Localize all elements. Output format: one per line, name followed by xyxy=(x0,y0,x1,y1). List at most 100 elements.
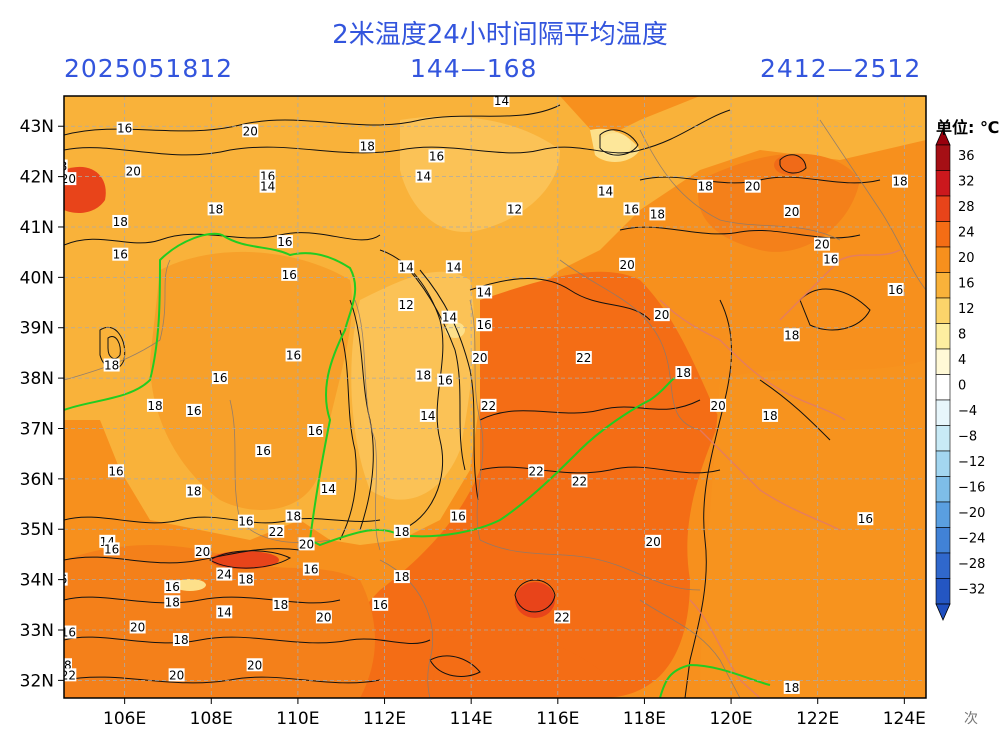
contour-label: 18 xyxy=(237,572,254,587)
svg-text:18: 18 xyxy=(762,409,777,423)
contour-label: 18 xyxy=(103,358,120,373)
svg-text:18: 18 xyxy=(56,658,71,672)
legend-unit: 单位: ℃ xyxy=(936,118,1000,137)
contour-label: 16 xyxy=(64,625,77,640)
lat-label: 37N xyxy=(20,419,54,439)
legend-swatch xyxy=(935,348,951,375)
contour-label: 14 xyxy=(259,179,276,194)
valid-period: 2412—2512 xyxy=(760,54,922,83)
contour-label: 16 xyxy=(211,371,228,385)
legend-swatch xyxy=(935,323,951,350)
contour-label: 20 xyxy=(814,237,831,252)
svg-text:18: 18 xyxy=(286,510,301,524)
svg-text:16: 16 xyxy=(286,348,301,362)
contour-label: 14 xyxy=(493,96,510,108)
svg-text:16: 16 xyxy=(303,563,318,577)
legend-swatch xyxy=(935,246,951,273)
svg-text:20: 20 xyxy=(61,172,76,186)
svg-text:16: 16 xyxy=(117,122,132,136)
contour-label: 20 xyxy=(125,164,142,179)
contour-label: 20 xyxy=(194,544,211,559)
legend-swatch xyxy=(935,476,951,503)
contour-label: 16 xyxy=(107,464,124,478)
contour-label: 14 xyxy=(415,169,432,184)
contour-label: 14 xyxy=(320,481,337,496)
axis-labels: 106E 108E 110E 112E 114E 116E 118E 120E 122E 124E… xyxy=(20,117,926,729)
lon-label: 108E xyxy=(190,709,233,729)
contour-label: 16 xyxy=(450,509,467,524)
init-date: 2025051812 xyxy=(64,54,234,83)
svg-text:18: 18 xyxy=(165,595,180,609)
contour-label: 14 xyxy=(476,285,493,299)
contour-label: 20 xyxy=(246,658,263,672)
legend-level: 32 xyxy=(958,175,975,190)
lat-label: 39N xyxy=(20,319,54,339)
legend-level: −12 xyxy=(958,455,985,470)
contour-label: 20 xyxy=(645,534,662,549)
contour-label: 20 xyxy=(315,610,332,624)
svg-text:20: 20 xyxy=(169,668,184,682)
coastline xyxy=(659,249,901,698)
lon-label: 118E xyxy=(623,709,666,729)
svg-text:16: 16 xyxy=(186,404,201,418)
lon-label: 124E xyxy=(883,709,926,729)
svg-text:22: 22 xyxy=(269,525,284,539)
svg-text:16: 16 xyxy=(438,374,453,388)
svg-text:20: 20 xyxy=(126,165,141,179)
svg-text:16: 16 xyxy=(858,512,873,526)
svg-text:20: 20 xyxy=(784,205,799,219)
lat-label: 35N xyxy=(20,520,54,540)
contour-label: 18 xyxy=(285,509,302,524)
green-isoline xyxy=(64,232,771,698)
svg-text:14: 14 xyxy=(399,260,414,274)
contour-label: 18 xyxy=(164,595,181,609)
legend-level: −16 xyxy=(958,481,985,496)
contour-label: 18 xyxy=(415,368,432,383)
contour-label: 14 xyxy=(441,310,458,325)
legend-level: 12 xyxy=(958,302,975,317)
contour-label: 18 xyxy=(783,680,800,695)
map-title: 2米温度24小时间隔平均温度 xyxy=(332,20,668,50)
svg-text:18: 18 xyxy=(104,359,119,373)
legend-swatch xyxy=(935,221,951,248)
contour-label: 16 xyxy=(887,282,904,297)
svg-text:14: 14 xyxy=(420,409,435,423)
svg-text:22: 22 xyxy=(576,351,591,365)
contour-label: 20 xyxy=(168,668,185,682)
svg-text:18: 18 xyxy=(186,484,201,498)
contour-label: 22 xyxy=(554,610,571,624)
svg-text:16: 16 xyxy=(429,149,444,163)
legend-level: −8 xyxy=(958,430,977,445)
svg-text:18: 18 xyxy=(784,328,799,342)
legend-swatch xyxy=(935,272,951,299)
svg-text:22: 22 xyxy=(61,668,76,682)
svg-text:14: 14 xyxy=(321,482,336,496)
svg-text:16: 16 xyxy=(238,515,253,529)
contour-label: 18 xyxy=(892,174,909,189)
legend-level: 36 xyxy=(958,149,975,164)
legend-level: 4 xyxy=(958,353,966,368)
contour-label: 12 xyxy=(398,298,415,312)
contour-label: 22 xyxy=(575,350,592,365)
contour-label: 14 xyxy=(419,408,436,423)
contour-label: 16 xyxy=(112,247,129,262)
legend-level: 24 xyxy=(958,226,975,241)
lon-label: 120E xyxy=(709,709,752,729)
contour-label: 22 xyxy=(528,464,545,478)
contour-label: 16 xyxy=(116,121,133,136)
legend-swatch xyxy=(935,578,951,605)
contour-label: 22 xyxy=(571,474,588,488)
contour-label: 24 xyxy=(216,567,233,582)
svg-text:16: 16 xyxy=(104,542,119,556)
legend-swatch xyxy=(935,425,951,452)
axis-ticks xyxy=(58,125,905,704)
svg-text:20: 20 xyxy=(645,535,660,549)
watermark: 次 xyxy=(964,711,978,727)
map-field: 14 16 20 18 16 14 16 14 18 20 20 18 20 18 14 12 16 18 20 18… xyxy=(56,96,926,698)
svg-text:16: 16 xyxy=(282,268,297,282)
forecast-hours: 144—168 xyxy=(410,54,538,83)
svg-text:14: 14 xyxy=(446,260,461,274)
contour-label: 16 xyxy=(437,373,454,388)
svg-text:18: 18 xyxy=(892,175,907,189)
lon-label: 114E xyxy=(450,709,493,729)
